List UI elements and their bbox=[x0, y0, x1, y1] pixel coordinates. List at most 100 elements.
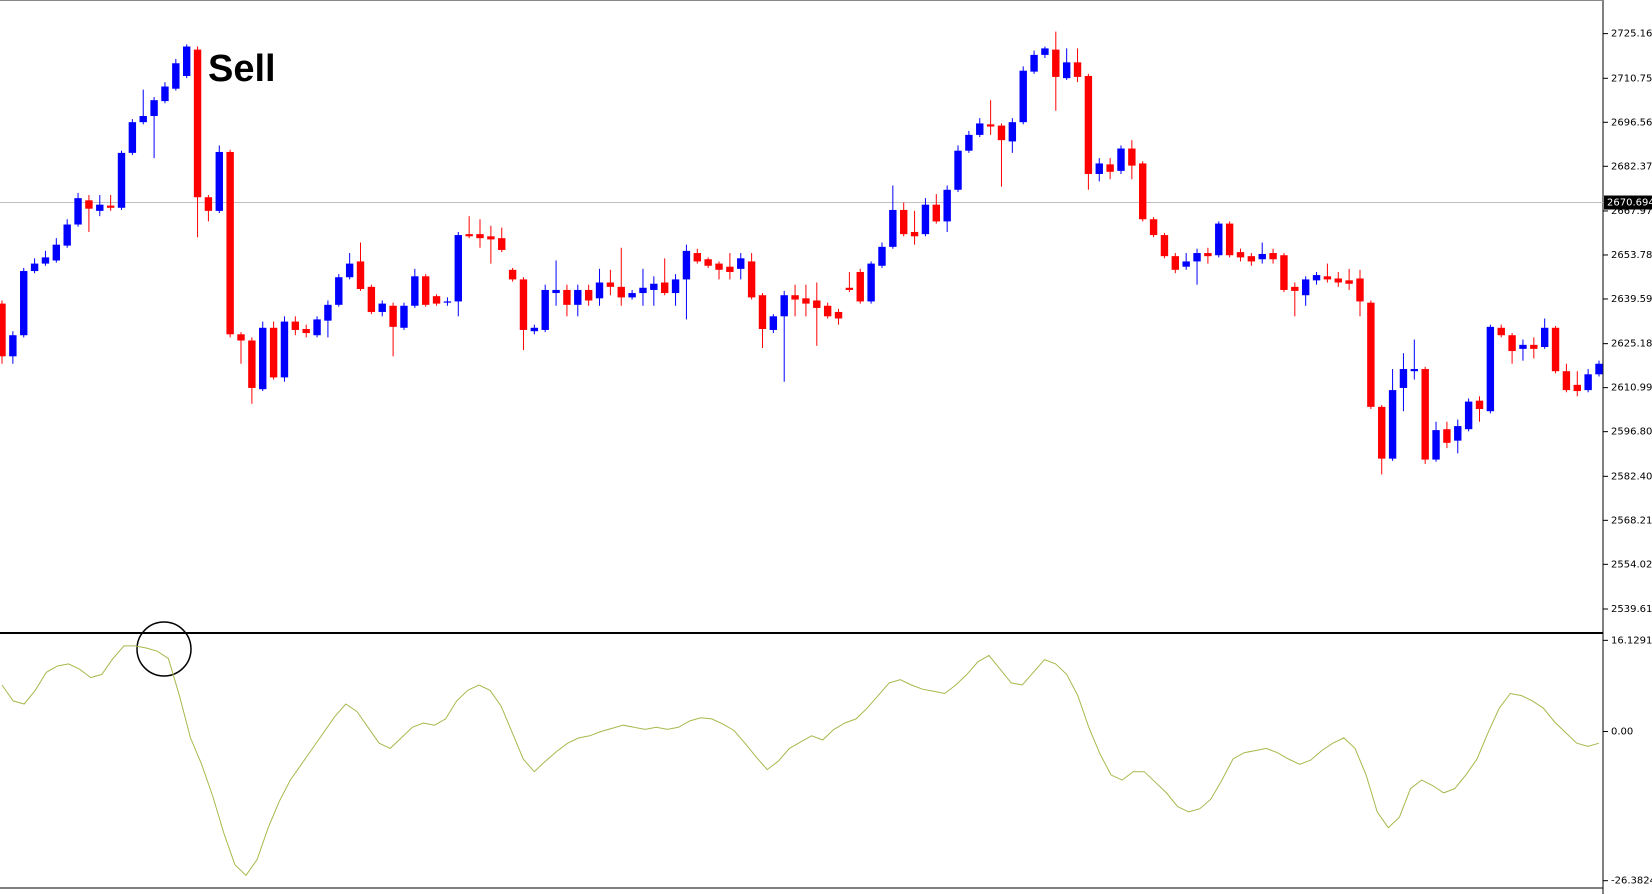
candle-body bbox=[1312, 275, 1321, 281]
candle-body bbox=[932, 204, 940, 222]
candle-body bbox=[269, 327, 278, 378]
candle-body bbox=[1247, 256, 1256, 262]
candle-body bbox=[1486, 326, 1495, 412]
candle-body bbox=[563, 289, 571, 305]
candle-body bbox=[628, 293, 636, 298]
candle-body bbox=[943, 189, 951, 222]
candle-body bbox=[1323, 276, 1332, 280]
candle-body bbox=[671, 279, 680, 294]
candle-body bbox=[1410, 369, 1419, 372]
y-tick-label: 2696.565 bbox=[1611, 117, 1652, 128]
candle-body bbox=[432, 296, 441, 304]
candle-body bbox=[1073, 62, 1082, 77]
candle-body bbox=[30, 263, 39, 272]
candle-body bbox=[584, 289, 593, 301]
candle-body bbox=[1258, 253, 1266, 260]
candle-body bbox=[1388, 390, 1397, 459]
candle-body bbox=[1008, 122, 1017, 142]
candle-body bbox=[726, 266, 734, 272]
candle-body bbox=[1540, 327, 1549, 348]
candle-body bbox=[1193, 253, 1201, 262]
highlight-circle bbox=[136, 621, 192, 677]
candle-body bbox=[302, 329, 310, 334]
candle-body bbox=[1334, 278, 1342, 283]
candle-body bbox=[1225, 223, 1234, 256]
candle-body bbox=[85, 200, 93, 209]
candle-body bbox=[421, 276, 430, 305]
candle-body bbox=[226, 151, 234, 335]
candle-body bbox=[106, 205, 115, 208]
candle-body bbox=[1052, 49, 1060, 77]
candle-body bbox=[1204, 253, 1212, 257]
candle-body bbox=[465, 234, 473, 237]
candle-body bbox=[508, 269, 517, 280]
candle-body bbox=[1084, 75, 1093, 174]
y-tick-label: 2639.590 bbox=[1611, 294, 1652, 305]
candle-body bbox=[454, 235, 462, 302]
candle-body bbox=[769, 316, 778, 330]
y-tick-label: 2582.400 bbox=[1611, 471, 1652, 482]
candle-body bbox=[1399, 369, 1408, 388]
candle-body bbox=[682, 250, 691, 280]
y-tick-label: 0.00 bbox=[1611, 727, 1633, 738]
candle-body bbox=[1171, 256, 1180, 270]
candle-body bbox=[335, 277, 343, 305]
candle-body bbox=[889, 209, 897, 247]
candle-body bbox=[552, 289, 560, 294]
candle-body bbox=[1573, 384, 1581, 392]
y-tick-label: 2568.210 bbox=[1611, 515, 1652, 526]
candle-body bbox=[20, 271, 28, 336]
candle-body bbox=[182, 46, 191, 76]
candle-body bbox=[867, 263, 875, 302]
candle-body bbox=[0, 303, 6, 357]
candle-body bbox=[389, 305, 397, 327]
candle-body bbox=[715, 263, 723, 270]
candle-body bbox=[1584, 374, 1592, 391]
candle-body bbox=[1041, 48, 1049, 55]
candle-body bbox=[291, 321, 300, 330]
y-tick-label: 2682.375 bbox=[1611, 161, 1652, 172]
candle-body bbox=[541, 289, 549, 330]
candle-body bbox=[1106, 164, 1114, 172]
candle-body bbox=[976, 123, 984, 135]
y-tick-label: -26.3824 bbox=[1611, 876, 1652, 887]
candle-body bbox=[172, 63, 180, 89]
candle-body bbox=[487, 236, 495, 240]
y-tick-label: 2653.780 bbox=[1611, 250, 1652, 261]
candle-body bbox=[324, 304, 332, 321]
candle-body bbox=[150, 100, 158, 116]
candle-body bbox=[74, 198, 82, 225]
candle-body bbox=[1291, 286, 1299, 291]
y-tick-label: 2596.805 bbox=[1611, 427, 1652, 438]
candle-body bbox=[1464, 401, 1473, 430]
candle-body bbox=[965, 134, 973, 151]
candle-body bbox=[52, 244, 61, 261]
candle-body bbox=[1030, 54, 1038, 72]
candle-body bbox=[661, 282, 669, 294]
candle-body bbox=[823, 305, 832, 317]
candle-body bbox=[356, 261, 365, 290]
y-tick-label: 2625.185 bbox=[1611, 339, 1652, 350]
candle-body bbox=[411, 276, 419, 306]
candle-body bbox=[1367, 302, 1375, 407]
candle-body bbox=[1508, 335, 1516, 352]
candle-body bbox=[900, 209, 908, 235]
candle-body bbox=[1269, 253, 1277, 260]
candle-body bbox=[1475, 400, 1484, 410]
candle-body bbox=[595, 282, 604, 299]
candle-body bbox=[9, 335, 17, 357]
candle-body bbox=[1128, 148, 1136, 166]
candle-body bbox=[400, 305, 408, 328]
candle-body bbox=[1062, 62, 1071, 79]
candle-body bbox=[443, 301, 452, 303]
candle-body bbox=[650, 283, 658, 290]
candle-body bbox=[1215, 223, 1223, 256]
candle-body bbox=[378, 303, 386, 312]
candle-body bbox=[1236, 252, 1245, 258]
y-tick-label: 2554.020 bbox=[1611, 559, 1652, 570]
candle-body bbox=[161, 86, 169, 102]
candle-body bbox=[617, 286, 625, 298]
candle-body bbox=[813, 300, 821, 308]
